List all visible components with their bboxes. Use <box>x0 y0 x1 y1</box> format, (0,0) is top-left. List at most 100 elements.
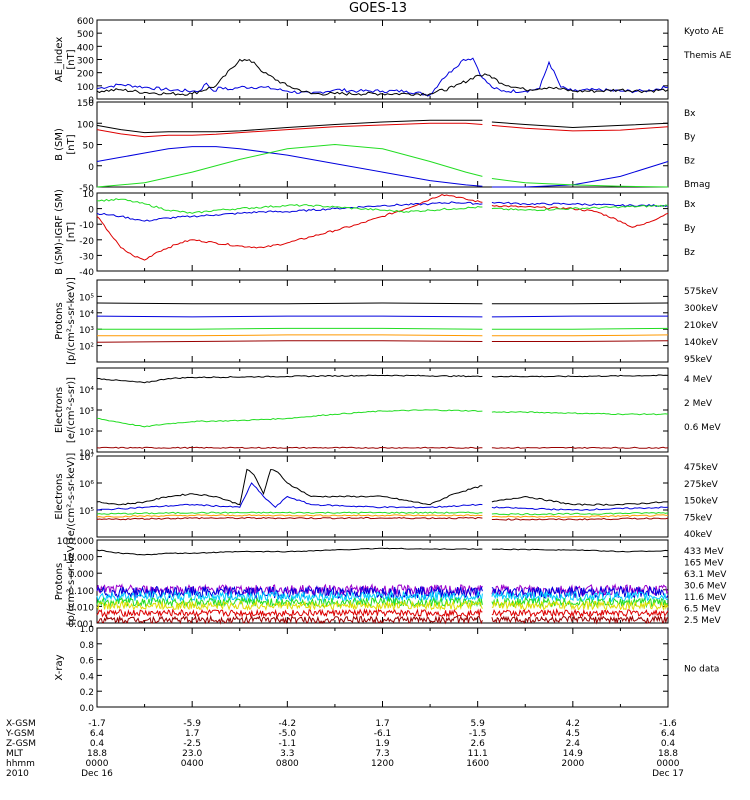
footer-cell: 0800 <box>276 759 299 769</box>
footer-cell: 2.4 <box>566 739 581 749</box>
legend-entry: 475keV <box>684 463 719 473</box>
y-tick-label: -50 <box>79 184 94 194</box>
footer-cell: -6.1 <box>374 729 392 739</box>
y-tick-label: 10⁴ <box>79 310 94 320</box>
y-tick-label: 0 <box>88 96 94 106</box>
legend-entry: By <box>684 224 696 234</box>
footer-cell: 6.4 <box>90 729 105 739</box>
y-tick-label: 200 <box>77 70 94 80</box>
footer-cell: -1.5 <box>469 729 487 739</box>
noise-band <box>96 614 483 625</box>
noise-band <box>491 589 669 603</box>
noise-band <box>491 596 669 609</box>
series-275keV <box>96 514 483 518</box>
footer-cell: -1.1 <box>279 739 297 749</box>
footer-cell: 6.4 <box>661 729 676 739</box>
y-tick-label: 100.000 <box>57 537 94 547</box>
footer-cell: 18.8 <box>658 749 678 759</box>
series-300keV <box>491 334 669 337</box>
series-75keV <box>96 482 483 511</box>
footer-row-label: MLT <box>6 749 24 759</box>
y-tick-label: 500 <box>77 30 94 40</box>
footer-cell: 2.6 <box>471 739 486 749</box>
series-Bz <box>491 124 669 132</box>
noise-band <box>491 583 669 596</box>
noise-band <box>96 599 483 612</box>
footer-cell: 4.5 <box>566 729 580 739</box>
series-Bmag <box>96 119 483 134</box>
series-Bx <box>491 201 669 207</box>
series-140keV <box>96 315 483 318</box>
series-4-MeV <box>491 446 669 449</box>
series-Kyoto-AE <box>96 57 669 97</box>
panel-frame <box>96 279 669 363</box>
noise-band <box>491 607 669 619</box>
y-tick-label: 10⁷ <box>79 453 94 463</box>
footer-cell: 1.7 <box>375 719 389 729</box>
y-tick-label: 10⁵ <box>79 507 94 517</box>
y-tick-label: 1.0 <box>80 625 95 635</box>
legend-entry: 275keV <box>684 480 719 490</box>
y-tick-label: 100 <box>77 83 94 93</box>
y-axis-unit: [e/(cm²-s-sr-keV)] <box>66 453 77 541</box>
noise-band <box>96 607 483 619</box>
series-75keV <box>491 506 669 511</box>
y-tick-label: -30 <box>79 252 94 262</box>
footer-cell: 3.3 <box>280 749 294 759</box>
series-40keV <box>491 495 668 506</box>
legend-entry: 575keV <box>684 287 719 297</box>
legend-entry: No data <box>684 665 719 675</box>
footer-cell: 0.4 <box>661 739 676 749</box>
footer-cell: 4.2 <box>566 719 580 729</box>
footer-cell: 14.9 <box>563 749 583 759</box>
series-0.6-MeV <box>491 374 669 378</box>
y-tick-label: 0.4 <box>80 672 95 682</box>
panel-ae: 0 100 200 300 400 500 600 AE_index [nT] Kyoto AE T… <box>54 17 732 106</box>
panel-frame <box>96 19 669 100</box>
footer-cell: 0000 <box>657 759 680 769</box>
series-210keV <box>97 327 483 330</box>
y-tick-label: 0.100 <box>68 587 94 597</box>
panel-electrons2: 10⁵ 10⁶ 10⁷ Electrons [e/(cm²-s-sr-keV)] 475k… <box>54 453 719 541</box>
legend-entry: By <box>684 133 696 143</box>
footer-cell: 1200 <box>371 759 394 769</box>
y-tick-label: 150 <box>77 99 94 109</box>
series-2-MeV <box>491 411 669 416</box>
y-axis-label: B (SM) <box>54 128 65 161</box>
y-tick-label: 10² <box>79 428 94 438</box>
footer-cell: 1.7 <box>185 729 199 739</box>
y-tick-label: 100 <box>77 120 94 130</box>
y-tick-label: 1.000 <box>68 570 94 580</box>
series-95keV <box>491 302 669 305</box>
y-tick-label: 0 <box>88 163 94 173</box>
y-tick-label: -40 <box>79 268 94 278</box>
y-axis-label: AE_index <box>54 37 65 83</box>
legend-entry: 2.5 MeV <box>684 616 721 626</box>
series-By <box>96 143 483 188</box>
legend-entry: 150keV <box>684 497 719 507</box>
footer-row-label: Y-GSM <box>5 729 34 739</box>
y-axis-label: Protons <box>54 563 65 600</box>
legend-entry: Bmag <box>684 180 710 190</box>
y-tick-label: 10 <box>83 190 95 200</box>
y-tick-label: 0.2 <box>80 688 94 698</box>
series-By <box>491 204 669 212</box>
footer-cell: -5.0 <box>279 729 297 739</box>
noise-band <box>491 585 669 599</box>
legend-entry: Bx <box>684 200 696 210</box>
noise-band <box>491 599 669 612</box>
footer-row-label: hhmm <box>6 759 35 769</box>
series-2-MeV <box>96 409 483 428</box>
series-By <box>491 178 669 188</box>
series-275keV <box>491 514 669 518</box>
series-Bz <box>96 194 483 261</box>
footer-row-label: X-GSM <box>6 719 36 729</box>
series-140keV <box>491 315 668 318</box>
legend-entry: Bz <box>684 156 695 166</box>
series-Bmag <box>491 121 669 129</box>
legend-entry: 40keV <box>684 530 713 540</box>
footer-cell: Dec 16 <box>81 769 113 779</box>
legend-entry: Kyoto AE <box>684 27 724 37</box>
series-Bx <box>491 161 669 188</box>
